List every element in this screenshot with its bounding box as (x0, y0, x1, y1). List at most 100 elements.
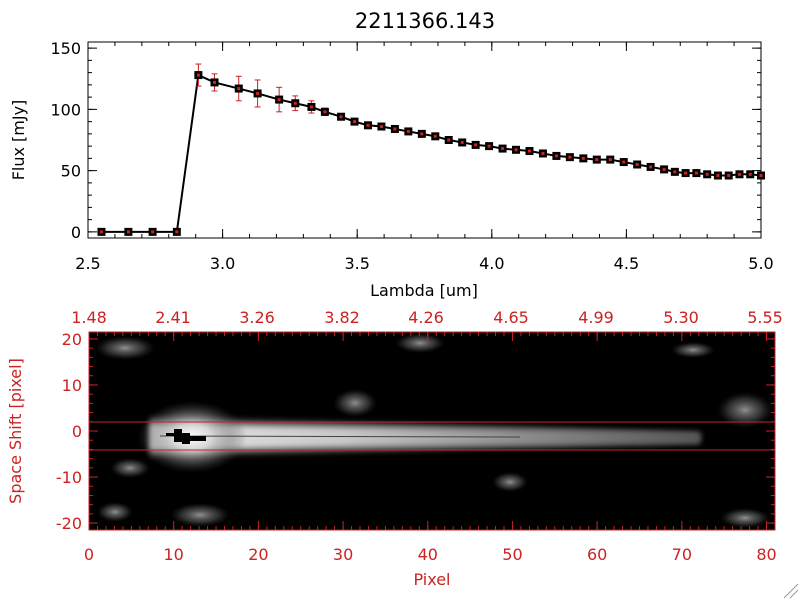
y-tick-label: 10 (62, 376, 82, 395)
saturated-pixel (190, 436, 206, 441)
saturated-pixel (166, 433, 174, 436)
data-point-center (662, 167, 666, 171)
data-point-center (293, 101, 297, 105)
x-tick-label: 30 (333, 545, 353, 564)
data-point-center (433, 134, 437, 138)
data-point-center (420, 132, 424, 136)
data-point-center (748, 172, 752, 176)
data-point-center (581, 156, 585, 160)
y-tick-label: 100 (50, 100, 81, 119)
y-tick-label: 50 (61, 162, 81, 181)
top-tick-label: 4.65 (493, 308, 529, 327)
y-tick-label: 0 (72, 422, 82, 441)
x-tick-label: 4.5 (614, 254, 639, 273)
y-tick-label: -20 (56, 514, 82, 533)
x-tick-label: 3.0 (210, 254, 235, 273)
data-point-center (554, 154, 558, 158)
data-point-center (126, 230, 130, 234)
x-tick-label: 5.0 (748, 254, 773, 273)
data-point-center (447, 138, 451, 142)
x-tick-label: 10 (164, 545, 184, 564)
trace-centerline (159, 435, 521, 438)
spectrum-series (97, 63, 765, 236)
series-line (101, 73, 762, 233)
data-point-center (673, 170, 677, 174)
data-point-center (727, 174, 731, 178)
data-point-center (309, 105, 313, 109)
data-point-center (527, 149, 531, 153)
image-y-tick-labels: -20 -10 0 10 20 (56, 330, 82, 533)
top-tick-label: 3.82 (324, 308, 360, 327)
y-tick-label: -10 (56, 468, 82, 487)
resize-grip-icon[interactable] (783, 583, 799, 599)
data-point-center (705, 172, 709, 176)
x-tick-label: 80 (756, 545, 776, 564)
noise-blob (671, 342, 715, 358)
data-point-center (323, 110, 327, 114)
data-point-center (635, 163, 639, 166)
data-point-center (759, 174, 763, 178)
top-tick-label: 4.26 (408, 308, 444, 327)
data-point-center (622, 160, 626, 164)
data-point-center (460, 140, 464, 144)
data-point-center (366, 123, 370, 127)
x-tick-label: 2.5 (75, 254, 100, 273)
data-point-center (514, 148, 518, 152)
noise-blob (97, 502, 133, 522)
image-ticks (88, 332, 776, 530)
data-point-center (151, 230, 155, 234)
spectrum-title: 2211366.143 (355, 9, 495, 33)
x-tick-label: 40 (418, 545, 438, 564)
spectrum-ticks (87, 42, 762, 238)
image-y-axis-label: Space Shift [pixel] (6, 358, 25, 504)
noise-blob (717, 392, 773, 428)
data-point-center (487, 144, 491, 148)
data-point-center (379, 125, 383, 129)
spectral-image (89, 332, 775, 530)
x-tick-label: 20 (248, 545, 268, 564)
data-point-center (541, 151, 545, 155)
data-point-center (196, 73, 200, 77)
data-point-center (237, 87, 241, 91)
x-tick-label: 60 (587, 545, 607, 564)
data-point-center (393, 127, 397, 131)
spectrum-y-axis-label: Flux [mJy] (9, 100, 28, 181)
data-point-center (694, 171, 698, 175)
noise-blob (395, 333, 445, 353)
data-point-center (684, 171, 688, 175)
data-point-center (406, 129, 410, 133)
spectrum-frame (87, 41, 762, 239)
x-tick-label: 50 (502, 545, 522, 564)
data-point-center (277, 98, 281, 102)
data-point-center (339, 115, 343, 119)
data-point-center (716, 174, 720, 178)
saturated-pixel (182, 433, 190, 444)
image-x-tick-labels: 0 10 20 30 40 50 60 70 80 (84, 545, 777, 564)
spectrum-plot: 2.5 3.0 3.5 4.0 4.5 5.0 0 50 100 150 Lam… (9, 39, 774, 300)
x-tick-label: 3.5 (344, 254, 369, 273)
spectrum-y-tick-labels: 0 50 100 150 (50, 39, 81, 242)
image-plot: 1.48 2.41 3.26 3.82 4.26 4.65 4.99 5.30 … (6, 308, 783, 589)
noise-blob (95, 336, 155, 360)
data-point-center (649, 165, 653, 169)
image-top-tick-labels: 1.48 2.41 3.26 3.82 4.26 4.65 4.99 5.30 … (71, 308, 783, 327)
data-point-center (353, 120, 357, 124)
noise-blob (110, 458, 150, 478)
data-point-center (175, 230, 179, 234)
noise-blob (333, 389, 377, 417)
data-point-center (737, 172, 741, 176)
data-point-center (256, 91, 260, 95)
noise-blob (720, 508, 770, 528)
data-point-center (474, 143, 478, 147)
y-tick-label: 20 (62, 330, 82, 349)
top-tick-label: 5.30 (663, 308, 699, 327)
data-point-center (568, 155, 572, 159)
top-tick-label: 3.26 (239, 308, 275, 327)
top-tick-label: 2.41 (155, 308, 191, 327)
x-tick-label: 0 (84, 545, 94, 564)
spectrum-x-axis-label: Lambda [um] (370, 281, 478, 300)
top-tick-label: 1.48 (71, 308, 107, 327)
saturated-pixel (174, 429, 182, 442)
data-point-center (595, 158, 599, 162)
